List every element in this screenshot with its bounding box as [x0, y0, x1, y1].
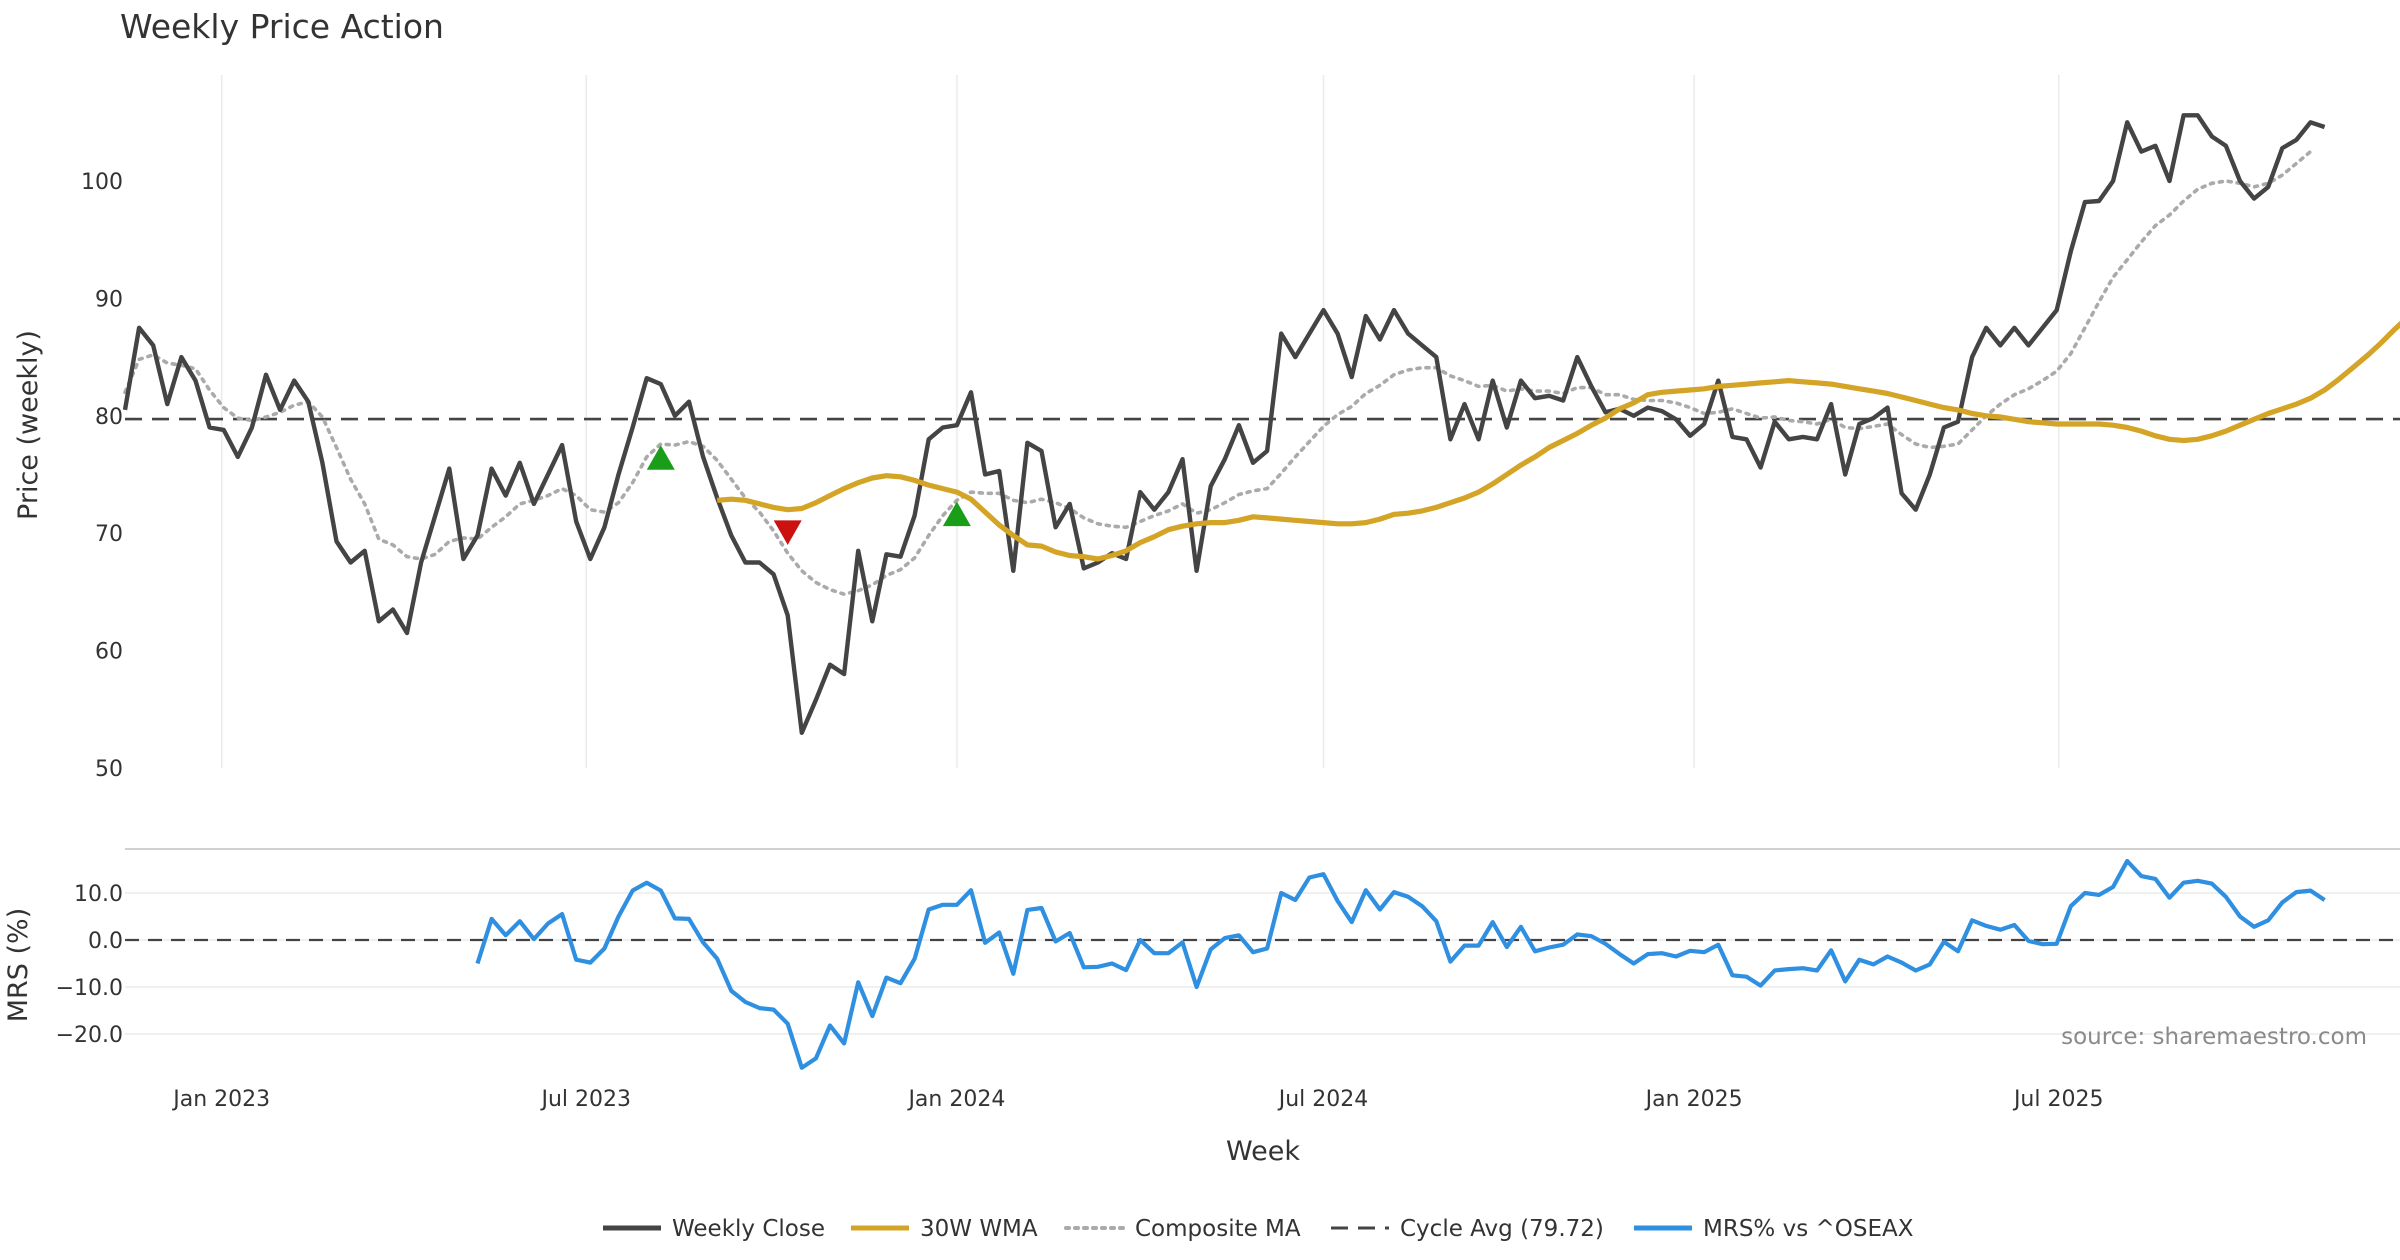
weekly-close-line — [125, 115, 2325, 733]
wma-30w-line — [717, 182, 2400, 559]
x-tick-label: Jul 2023 — [540, 1087, 632, 1112]
x-tick-label: Jan 2024 — [906, 1087, 1005, 1112]
buy-signal-marker — [943, 502, 971, 527]
price-y-tick-label: 80 — [95, 405, 123, 430]
mrs-y-tick-label: −10.0 — [56, 976, 123, 1001]
legend: Weekly Close 30W WMA Composite MA Cycle Avg… — [603, 1216, 1914, 1242]
legend-label: MRS% vs ^OSEAX — [1703, 1216, 1914, 1242]
mrs-y-tick-label: 0.0 — [88, 929, 123, 954]
buy-signal-marker — [647, 445, 675, 470]
legend-label: Composite MA — [1135, 1216, 1301, 1242]
composite-ma-line — [125, 152, 2311, 595]
price-y-tick-label: 60 — [95, 640, 123, 665]
x-axis-label: Week — [1226, 1136, 1300, 1167]
price-y-tick-label: 70 — [95, 522, 123, 547]
price-y-tick-label: 90 — [95, 287, 123, 312]
legend-label: Weekly Close — [672, 1216, 825, 1242]
mrs-axis-label: MRS (%) — [3, 908, 34, 1023]
price-y-tick-label: 100 — [81, 170, 123, 195]
x-tick-label: Jan 2025 — [1644, 1087, 1743, 1112]
mrs-y-tick-label: −20.0 — [56, 1023, 123, 1048]
price-axis-label: Price (weekly) — [13, 330, 44, 520]
legend-label: 30W WMA — [920, 1216, 1038, 1242]
chart-title: Weekly Price Action — [120, 7, 444, 46]
sell-signal-marker — [774, 520, 802, 545]
mrs-line — [478, 861, 2325, 1068]
source-text: source: sharemaestro.com — [2061, 1024, 2367, 1050]
x-tick-label: Jul 2024 — [1277, 1087, 1369, 1112]
mrs-y-tick-label: 10.0 — [74, 882, 123, 907]
price-y-tick-label: 50 — [95, 757, 123, 782]
x-tick-label: Jan 2023 — [171, 1087, 270, 1112]
legend-label: Cycle Avg (79.72) — [1400, 1216, 1604, 1242]
x-tick-label: Jul 2025 — [2012, 1087, 2104, 1112]
